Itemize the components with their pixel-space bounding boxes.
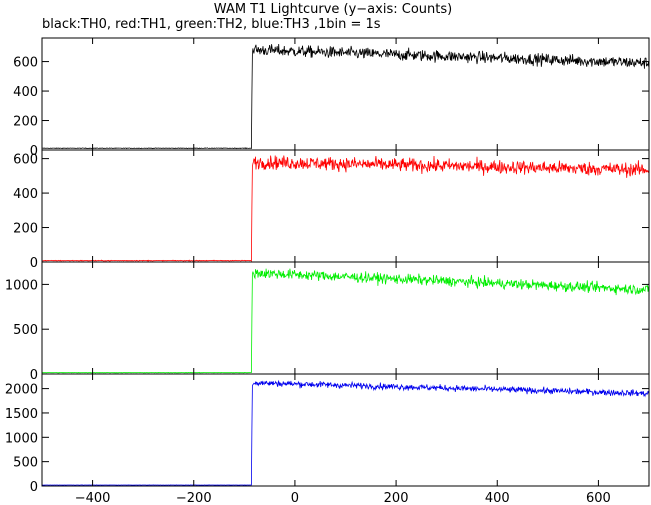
x-tick-label: 600: [586, 491, 611, 505]
y-tick-label: 200: [13, 222, 38, 237]
chart-title: WAM T1 Lightcurve (y−axis: Counts): [214, 2, 452, 17]
y-tick-label: 0: [30, 368, 38, 383]
y-tick-label: 0: [30, 256, 38, 271]
y-tick-label: 400: [13, 85, 38, 100]
series-line-1: [41, 155, 650, 263]
panel-frame-0: [41, 37, 650, 151]
series-line-3: [41, 379, 650, 486]
plot-panels: 0200400600020040060005001000050010001500…: [5, 37, 650, 495]
y-tick-label: 500: [13, 456, 38, 471]
y-tick-label: 500: [13, 323, 38, 338]
chart-subtitle: black:TH0, red:TH1, green:TH2, blue:TH3 …: [42, 17, 381, 32]
y-tick-label: 2000: [5, 383, 38, 398]
series-line-2: [42, 268, 650, 374]
panel-frame-3: [41, 373, 650, 487]
y-tick-label: 0: [30, 144, 38, 159]
y-tick-label: 600: [13, 56, 38, 71]
y-tick-label: 600: [13, 153, 38, 168]
y-tick-label: 1000: [5, 431, 38, 446]
panel-2: 0 500 1000: [5, 261, 650, 383]
x-tick-label: 0: [291, 491, 299, 505]
y-tick-label: 200: [13, 115, 38, 130]
y-tick-label: 400: [13, 187, 38, 202]
y-tick-label: 1000: [5, 278, 38, 293]
x-tick-label: 400: [485, 491, 510, 505]
x-tick-label: −200: [176, 491, 212, 505]
panel-1: 0 200 400 600: [13, 149, 650, 271]
panel-0: 0 200 400 600: [13, 37, 650, 159]
panel-3: 0 500 1000 1500 2000: [5, 373, 650, 495]
panel-frame-2: [41, 261, 650, 375]
x-axis: −400 −200 0 200 400 600: [75, 491, 611, 505]
series-line-0: [42, 43, 650, 150]
y-tick-label: 0: [30, 480, 38, 495]
x-tick-label: 200: [384, 491, 409, 505]
x-tick-label: −400: [75, 491, 111, 505]
y-tick-label: 1500: [5, 407, 38, 422]
